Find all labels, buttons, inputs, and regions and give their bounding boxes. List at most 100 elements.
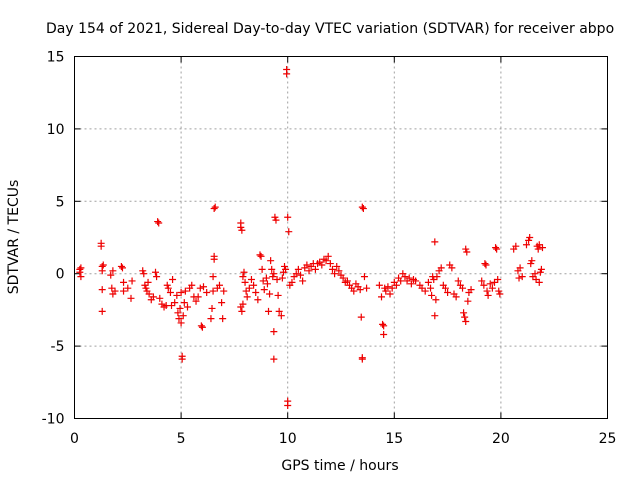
data-point	[196, 284, 204, 292]
data-point	[260, 286, 268, 294]
data-point	[322, 257, 330, 265]
y-tick-label: 10	[47, 122, 65, 138]
data-point	[239, 300, 247, 308]
data-point	[459, 284, 467, 292]
data-point	[99, 261, 107, 269]
data-points	[76, 66, 546, 409]
data-point	[358, 203, 366, 211]
data-point	[427, 284, 435, 292]
data-point	[486, 280, 494, 288]
data-point	[207, 315, 215, 323]
data-point	[467, 286, 475, 294]
data-point	[277, 312, 285, 320]
data-point	[488, 284, 496, 292]
data-point	[380, 322, 388, 330]
data-point	[516, 264, 524, 272]
data-point	[211, 203, 219, 211]
data-point	[127, 294, 135, 302]
x-tick-label: 10	[279, 431, 297, 447]
data-point	[380, 331, 388, 339]
data-point	[109, 267, 117, 275]
data-point	[448, 264, 456, 272]
data-point	[299, 277, 307, 285]
data-point	[198, 323, 206, 331]
data-point	[528, 257, 536, 265]
data-point	[270, 355, 278, 363]
data-point	[481, 260, 489, 268]
data-point	[494, 275, 502, 283]
data-point	[437, 264, 445, 272]
y-axis-label: SDTVAR / TECUs	[6, 180, 22, 295]
data-point	[169, 275, 177, 283]
data-point	[284, 401, 292, 409]
data-point	[461, 313, 469, 321]
data-point	[124, 284, 132, 292]
data-point	[77, 264, 85, 272]
data-point	[518, 273, 526, 281]
data-point	[480, 281, 488, 289]
data-point	[210, 252, 218, 260]
data-point	[333, 262, 341, 270]
data-point	[166, 289, 174, 297]
data-point	[288, 278, 296, 286]
data-point	[412, 277, 420, 285]
data-point	[178, 355, 186, 363]
data-point	[270, 270, 278, 278]
data-point	[107, 271, 115, 279]
data-point	[117, 262, 125, 270]
data-point	[120, 278, 128, 286]
x-tick-label: 25	[599, 431, 617, 447]
data-point	[324, 252, 332, 260]
data-point	[515, 274, 523, 282]
data-point	[358, 355, 366, 363]
data-point	[274, 291, 282, 299]
data-point	[534, 245, 542, 253]
x-tick-label: 20	[492, 431, 510, 447]
data-point	[462, 317, 470, 325]
data-point	[397, 277, 405, 285]
data-point	[356, 286, 364, 294]
data-point	[254, 296, 262, 304]
data-point	[392, 281, 400, 289]
data-point	[363, 284, 371, 292]
data-point	[128, 277, 136, 285]
data-point	[339, 274, 347, 282]
data-point	[296, 271, 304, 279]
data-point	[144, 278, 152, 286]
y-tick-label: 15	[47, 50, 65, 66]
data-point	[145, 290, 153, 298]
data-point	[240, 268, 248, 276]
y-tick-label: 0	[56, 267, 65, 283]
data-point	[382, 287, 390, 295]
data-point	[270, 328, 278, 336]
data-point	[331, 270, 339, 278]
data-point	[433, 273, 441, 281]
data-point	[496, 290, 504, 298]
data-point	[526, 234, 534, 241]
data-point	[360, 273, 368, 281]
data-point	[98, 267, 106, 275]
data-point	[218, 299, 226, 307]
data-point	[176, 304, 184, 312]
data-point	[245, 284, 253, 292]
y-tick-label: 5	[56, 194, 65, 210]
data-point	[149, 293, 157, 301]
data-point	[188, 281, 196, 289]
data-point	[266, 290, 274, 298]
x-axis-label: GPS time / hours	[281, 458, 398, 474]
data-point	[268, 265, 276, 273]
data-point	[250, 281, 258, 289]
data-point	[180, 299, 188, 307]
data-point	[283, 70, 291, 78]
data-point	[111, 287, 119, 295]
data-point	[359, 205, 367, 213]
data-point	[441, 284, 449, 292]
data-point	[197, 322, 205, 330]
data-point	[175, 315, 183, 323]
data-point	[258, 265, 266, 273]
data-point	[431, 238, 439, 246]
data-point	[98, 286, 106, 294]
data-point	[292, 270, 300, 278]
data-point	[177, 289, 185, 297]
plot-frame	[74, 56, 608, 419]
